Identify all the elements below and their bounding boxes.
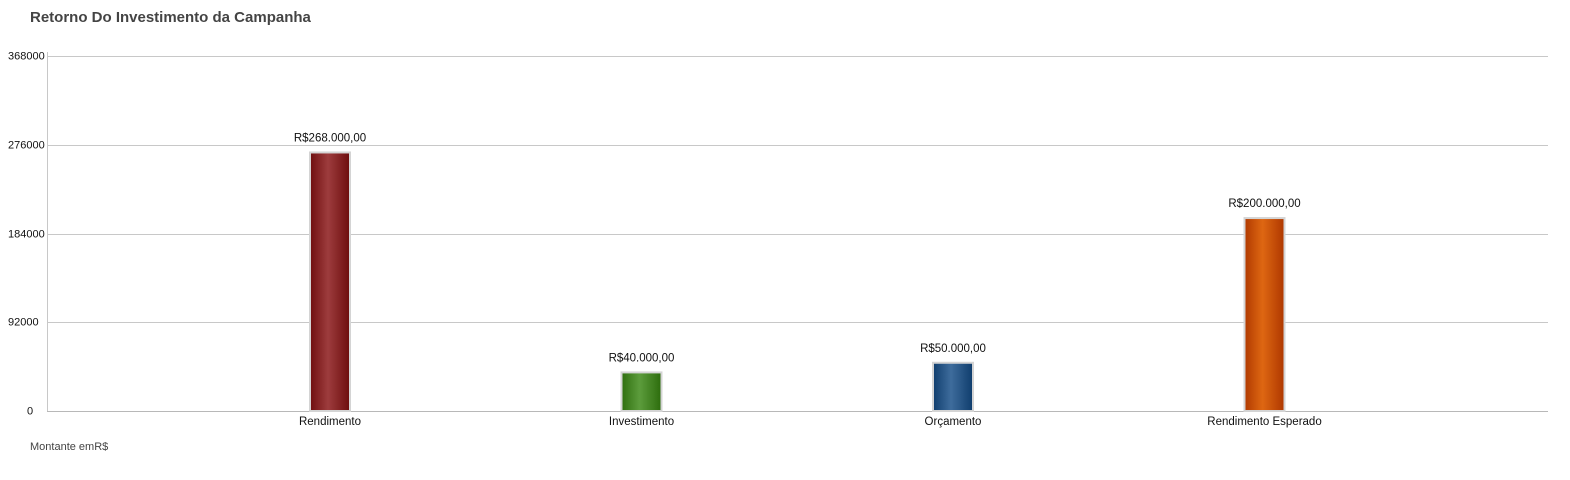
y-tick-labels: 0 92000 184000 276000 368000: [8, 51, 45, 418]
y-tick-label: 276000: [8, 140, 45, 152]
bar-rendimento-esperado: [1243, 217, 1286, 412]
chart-title: Retorno Do Investimento da Campanha: [30, 9, 311, 26]
bar-rendimento: [309, 151, 351, 413]
data-label: R$200.000,00: [1228, 198, 1300, 210]
grid-lines: [47, 56, 1548, 323]
data-labels: R$268.000,00 R$40.000,00 R$50.000,00 R$200.…: [294, 132, 1301, 364]
category-label: Investimento: [609, 416, 674, 428]
bar-orçamento: [932, 361, 974, 412]
category-label: Orçamento: [925, 416, 982, 428]
data-label: R$40.000,00: [609, 352, 675, 364]
chart-footnote: Montante emR$: [30, 441, 109, 453]
bar-investimento: [620, 371, 663, 413]
y-tick-label: 184000: [8, 229, 45, 241]
y-tick-label: 0: [27, 406, 33, 418]
bars: [309, 151, 1286, 413]
data-label: R$268.000,00: [294, 132, 366, 144]
category-labels: Rendimento Investimento Orçamento Rendiment…: [299, 416, 1322, 428]
category-label: Rendimento: [299, 416, 361, 428]
axes: [47, 52, 1548, 412]
data-label: R$50.000,00: [920, 343, 986, 355]
category-label: Rendimento Esperado: [1207, 416, 1321, 428]
y-tick-label: 92000: [8, 317, 39, 329]
y-tick-label: 368000: [8, 51, 45, 63]
